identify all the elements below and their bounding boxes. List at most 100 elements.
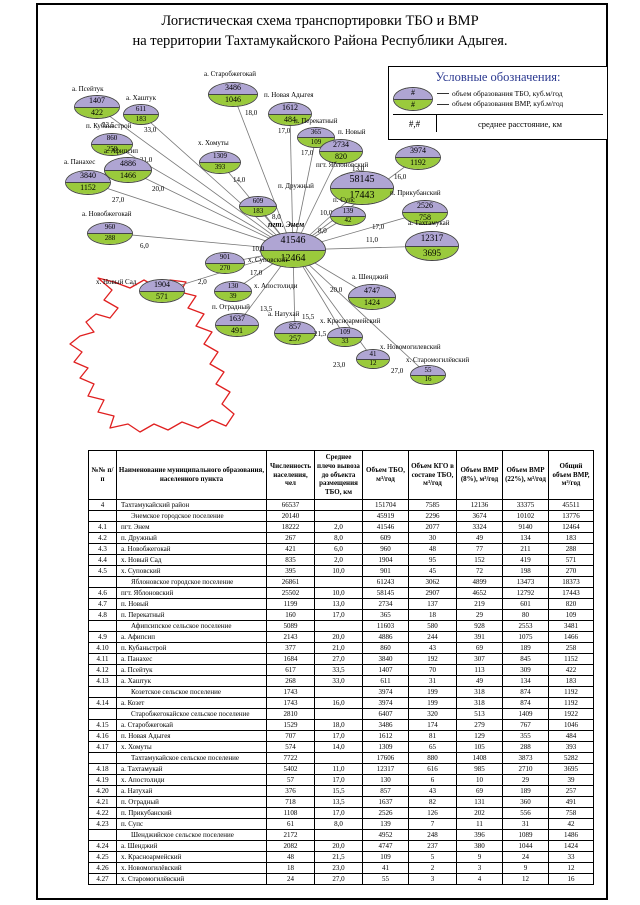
- table-cell: пгт. Энем: [116, 520, 267, 533]
- table-cell: 2,0: [314, 520, 363, 533]
- table-cell: 396: [456, 828, 503, 841]
- table-cell: 211: [502, 542, 549, 555]
- settlement-label-apostolidi: х. Апостолиди: [254, 282, 298, 290]
- table-cell: 571: [548, 553, 594, 566]
- table-cell: 960: [362, 542, 409, 555]
- table-cell: 18: [408, 608, 457, 621]
- table-cell: 43: [408, 641, 457, 654]
- table-cell: х. Новый Сад: [116, 553, 267, 566]
- table-cell: 4.17: [88, 740, 117, 753]
- distance-label-panakhes: 27,0: [112, 196, 125, 204]
- settlement-node-novy: 2734 820: [319, 138, 363, 164]
- table-cell: 1075: [502, 630, 549, 643]
- table-cell: 1529: [266, 718, 315, 731]
- table-cell: 901: [362, 564, 409, 577]
- table-cell: 10: [456, 773, 503, 786]
- vmr-value-starobzhegokay: 1046: [209, 93, 257, 106]
- table-cell: 1743: [266, 696, 315, 709]
- settlement-node-krasnoarmeysky: 109 33: [327, 327, 363, 347]
- table-cell: 183: [548, 531, 594, 544]
- table-cell: п. Прикубанский: [116, 806, 267, 819]
- table-cell: 18222: [266, 520, 315, 533]
- legend-labels: объем образования ТБО, куб.м/год объем о…: [437, 89, 603, 110]
- vmr-value-khashtuk: 183: [124, 113, 158, 124]
- settlement-label-khomuty: х. Хомуты: [198, 139, 229, 147]
- table-cell: 309: [502, 663, 549, 676]
- distance-label-sups: 8,0: [318, 227, 327, 235]
- table-cell: 288: [548, 542, 594, 555]
- table-cell: 4.27: [88, 872, 117, 885]
- route-line-panakhes: [87, 181, 294, 251]
- table-row: 4.17 х. Хомуты 574 14,0 1309 65 105 288 393: [88, 740, 594, 753]
- vmr-value-druzhny: 183: [240, 205, 276, 216]
- settlement-node-afipsip: 4886 1466: [104, 157, 152, 183]
- table-row: Яблоновское городское поселение 26861 6124…: [88, 575, 594, 588]
- route-line-starobzhegokay: [232, 93, 294, 251]
- distance-label-druzhny: 8,0: [272, 213, 281, 221]
- distance-label-novobzhegokay: 6,0: [140, 242, 149, 250]
- settlement-node-kubanstroy: 860 258: [91, 132, 133, 156]
- table-cell: [88, 619, 117, 632]
- vmr-value-krasnoarmeysky: 33: [328, 336, 362, 346]
- legend-distance-symbol: #,#: [393, 115, 437, 132]
- table-cell: 58145: [362, 586, 409, 599]
- table-row: 4.27 х. Старомогилёвский 24 27,0 55 3 4 12 16: [88, 872, 594, 885]
- table-cell: 4886: [362, 630, 409, 643]
- page-title: Логистическая схема транспортировки ТБО …: [0, 12, 640, 51]
- settlement-node-supovsky: 901 270: [205, 252, 245, 274]
- table-cell: п. Новый: [116, 597, 267, 610]
- tbo-value-novobzhegokay: 960: [88, 222, 132, 233]
- vmr-value-panakhes: 1152: [66, 181, 110, 194]
- settlement-node-khashtuk: 611 183: [123, 103, 159, 125]
- table-row: 4.15 а. Старобжегокай 1529 18,0 3486 174 279 76…: [88, 718, 594, 731]
- table-cell: 1309: [362, 740, 409, 753]
- distance-label-afipsip: 20,0: [152, 185, 165, 193]
- legend-vmr-symbol: #: [394, 98, 432, 110]
- settlement-label-kubanstroy: п. Кубаньстрой: [86, 122, 132, 130]
- table-cell: 758: [548, 806, 594, 819]
- tbo-value-khashtuk: 611: [124, 104, 158, 114]
- distance-label-supovsky: 10,0: [252, 245, 265, 253]
- table-row: 4.11 а. Панахес 1684 27,0 3840 192 307 845 1152: [88, 652, 594, 665]
- table-cell: 14,0: [314, 740, 363, 753]
- settlement-label-prikubansky: п. Прикубанский: [390, 189, 441, 197]
- column-header-2: Численность населения, чел: [266, 450, 315, 500]
- vmr-value-novaya-adygeya: 484: [269, 113, 311, 125]
- table-cell: Яблоновское городское поселение: [116, 575, 267, 588]
- table-cell: 10,0: [314, 564, 363, 577]
- tbo-value-sups: 139: [331, 207, 365, 216]
- distance-label-pseytuk: 33,5: [102, 121, 115, 129]
- table-cell: 4.3: [88, 542, 117, 555]
- table-cell: 24: [502, 850, 549, 863]
- settlement-node-novy-sad: 1904 571: [139, 279, 185, 303]
- table-row: 4.2 п. Дружный 267 8,0 609 30 49 134 183: [88, 531, 594, 544]
- table-cell: 18373: [548, 575, 594, 588]
- settlement-node-shendzhy: 4747 1424: [348, 284, 396, 310]
- table-cell: 13,5: [314, 795, 363, 808]
- vmr-value-khomuty: 393: [200, 161, 240, 173]
- table-cell: 11: [456, 817, 503, 830]
- table-cell: 1424: [548, 839, 594, 852]
- table-cell: 183: [548, 674, 594, 687]
- table-cell: 27,0: [314, 872, 363, 885]
- table-cell: [314, 619, 363, 632]
- table-cell: 12136: [456, 498, 503, 511]
- table-cell: 377: [266, 641, 315, 654]
- district-boundary: [69, 277, 235, 433]
- vmr-value-supovsky: 270: [206, 262, 244, 273]
- table-cell: 4.6: [88, 586, 117, 599]
- table-cell: п. Супс: [116, 817, 267, 830]
- tbo-value-novaya-adygeya: 1612: [269, 103, 311, 114]
- settlement-label-khashtuk: а. Хаштук: [126, 94, 157, 102]
- table-cell: 4.26: [88, 861, 117, 874]
- distance-label-natukhay: 15,5: [302, 313, 315, 321]
- legend-tbo-symbol: #: [394, 88, 432, 99]
- table-cell: 192: [408, 652, 457, 665]
- table-cell: 45: [408, 564, 457, 577]
- table-cell: 31: [408, 674, 457, 687]
- settlement-node-starobzhegokay: 3486 1046: [208, 81, 258, 107]
- table-cell: 4.25: [88, 850, 117, 863]
- table-cell: 1046: [548, 718, 594, 731]
- settlement-node-druzhny: 609 183: [239, 195, 277, 217]
- table-cell: 1409: [502, 707, 549, 720]
